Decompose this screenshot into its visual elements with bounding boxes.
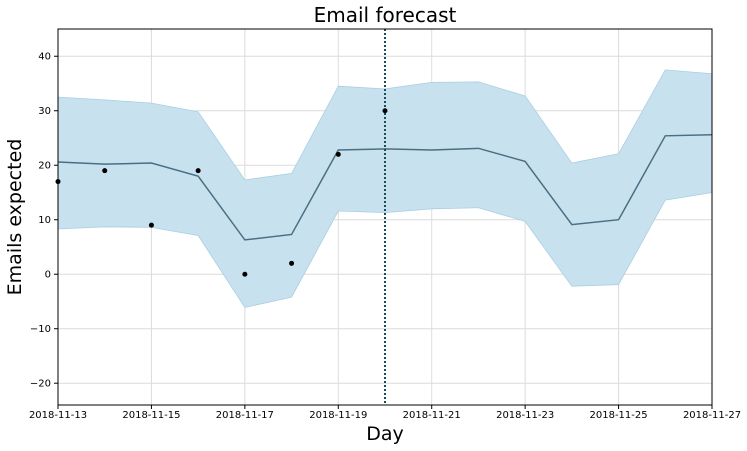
x-tick-label: 2018-11-21 bbox=[403, 410, 461, 421]
observed-point bbox=[289, 260, 295, 266]
chart-title: Email forecast bbox=[314, 3, 457, 27]
y-tick-label: −10 bbox=[30, 324, 51, 335]
y-tick-label: 40 bbox=[38, 52, 51, 63]
x-tick-label: 2018-11-23 bbox=[496, 410, 554, 421]
x-tick-label: 2018-11-19 bbox=[309, 410, 367, 421]
y-tick-label: 30 bbox=[38, 106, 51, 117]
y-axis-title: Emails expected bbox=[4, 139, 26, 296]
forecast-line-layer bbox=[57, 133, 713, 241]
observed-point bbox=[102, 168, 108, 174]
y-tick-label: −20 bbox=[30, 379, 51, 390]
observed-points-layer bbox=[55, 108, 388, 277]
y-axis-ticks: −20 −10 0 10 20 30 40 bbox=[30, 52, 58, 390]
observed-point bbox=[195, 168, 201, 174]
x-tick-label: 2018-11-15 bbox=[122, 410, 180, 421]
y-tick-label: 0 bbox=[45, 270, 51, 281]
observed-point bbox=[148, 222, 154, 228]
x-tick-label: 2018-11-25 bbox=[590, 410, 648, 421]
forecast-line bbox=[57, 133, 713, 241]
y-tick-label: 10 bbox=[38, 215, 51, 226]
observed-point bbox=[242, 271, 248, 277]
plot-frame bbox=[57, 28, 713, 406]
x-tick-label: 2018-11-13 bbox=[29, 410, 87, 421]
y-tick-label: 20 bbox=[38, 161, 51, 172]
observed-point bbox=[335, 151, 341, 157]
x-axis-title: Day bbox=[366, 423, 404, 445]
x-axis-ticks: 2018-11-13 2018-11-15 2018-11-17 2018-11-19… bbox=[29, 405, 741, 421]
observed-point bbox=[382, 108, 388, 114]
x-tick-label: 2018-11-27 bbox=[683, 410, 741, 421]
x-tick-label: 2018-11-17 bbox=[216, 410, 274, 421]
